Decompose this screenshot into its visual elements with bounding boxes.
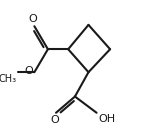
Text: CH₃: CH₃ xyxy=(0,74,17,84)
Text: OH: OH xyxy=(98,114,115,124)
Text: O: O xyxy=(29,13,37,23)
Text: O: O xyxy=(50,116,59,126)
Text: O: O xyxy=(24,66,33,76)
